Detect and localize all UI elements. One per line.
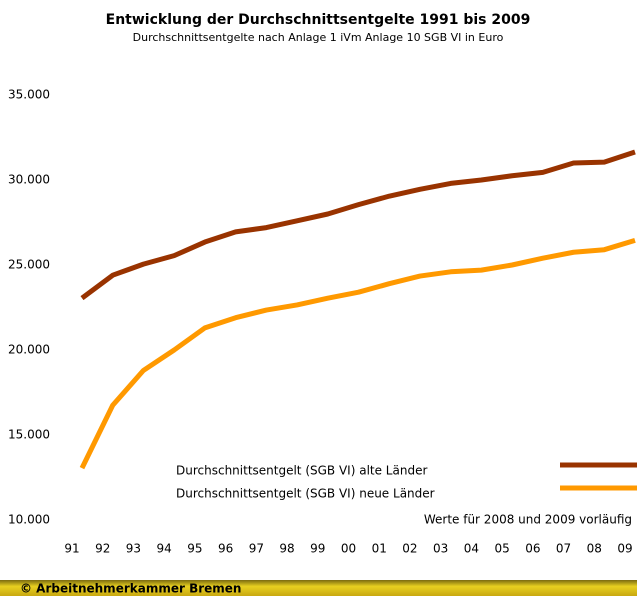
x-tick-label: 94	[157, 542, 172, 556]
footer-bar	[0, 580, 637, 596]
footer: © Arbeitnehmerkammer Bremen	[20, 582, 241, 596]
y-tick-label: 20.000	[8, 343, 50, 357]
x-tick-label: 06	[525, 542, 540, 556]
y-tick-label: 15.000	[8, 428, 50, 442]
y-tick-label: 30.000	[8, 173, 50, 187]
x-tick-label: 08	[587, 542, 602, 556]
x-tick-label: 97	[249, 542, 264, 556]
x-tick-label: 03	[433, 542, 448, 556]
x-tick-label: 93	[126, 542, 141, 556]
x-tick-label: 92	[95, 542, 110, 556]
chart-subtitle: Durchschnittsentgelte nach Anlage 1 iVm …	[133, 31, 504, 44]
x-tick-label: 07	[556, 542, 571, 556]
x-tick-label: 98	[279, 542, 294, 556]
x-tick-label: 99	[310, 542, 325, 556]
note: Werte für 2008 und 2009 vorläufig	[424, 513, 632, 527]
x-tick-label: 04	[464, 542, 479, 556]
y-tick-label: 10.000	[8, 513, 50, 527]
line	[79, 237, 636, 470]
x-tick-label: 96	[218, 542, 233, 556]
line	[80, 149, 636, 301]
legend-label: Durchschnittsentgelt (SGB VI) neue Lände…	[176, 487, 435, 501]
chart-title: Entwicklung der Durchschnittsentgelte 19…	[106, 12, 531, 28]
x-tick-label: 95	[187, 542, 202, 556]
x-tick-label: 91	[64, 542, 79, 556]
y-tick-label: 35.000	[8, 88, 50, 102]
x-tick-label: 05	[494, 542, 509, 556]
x-tick-label: 01	[372, 542, 387, 556]
legend-label: Durchschnittsentgelt (SGB VI) alte Lände…	[176, 464, 427, 478]
x-tick-label: 00	[341, 542, 356, 556]
x-tick-label: 09	[617, 542, 632, 556]
x-tick-label: 02	[402, 542, 417, 556]
y-tick-label: 25.000	[8, 258, 50, 272]
